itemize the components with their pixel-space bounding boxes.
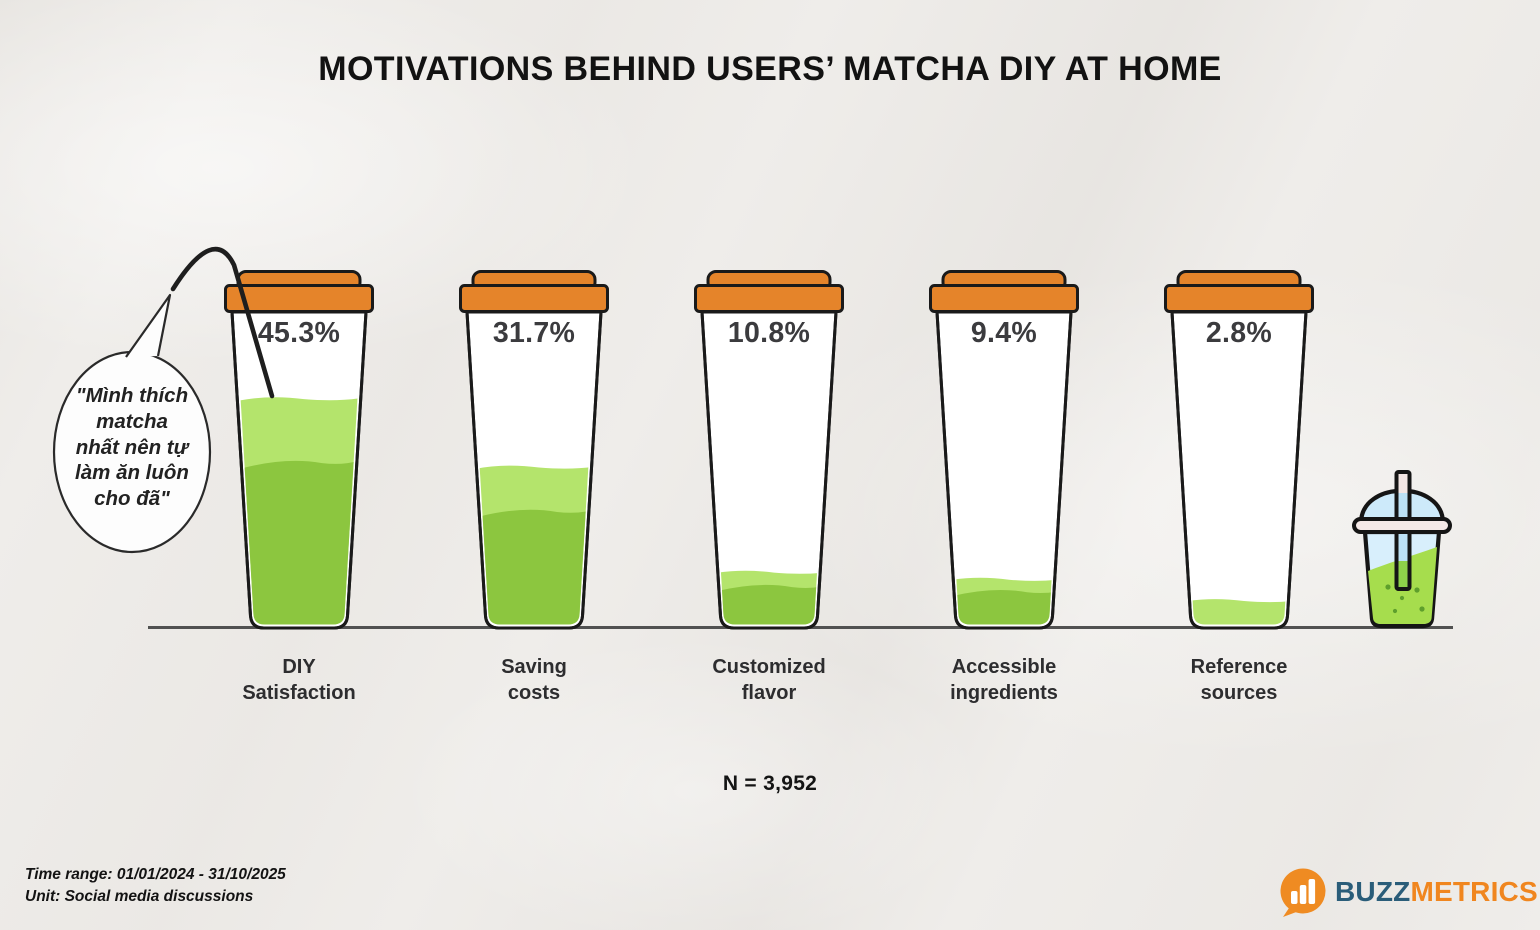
- footer-notes: Time range: 01/01/2024 - 31/10/2025 Unit…: [25, 864, 286, 909]
- cup-saving-costs: 31.7%: [459, 270, 609, 630]
- value-label: 2.8%: [1205, 317, 1273, 349]
- time-range-note: Time range: 01/01/2024 - 31/10/2025: [25, 866, 286, 883]
- value-label: 10.8%: [727, 317, 811, 349]
- sample-size-label: N = 3,952: [722, 772, 818, 795]
- logo-buzz: BUZZ: [1335, 876, 1411, 907]
- matcha-cup-illustration: [929, 270, 1079, 630]
- page-title: MOTIVATIONS BEHIND USERS’ MATCHA DIY AT …: [318, 50, 1222, 88]
- category-label-reference-sources: Reference sources: [1190, 656, 1288, 704]
- cup-customized-flavor: 10.8%: [694, 270, 844, 630]
- category-label-saving-costs: Saving costs: [501, 656, 567, 704]
- value-label: 9.4%: [970, 317, 1038, 349]
- category-label-accessible-ingredients: Accessible ingredients: [950, 656, 1058, 704]
- category-label-diy-satisfaction: DIY Satisfaction: [242, 656, 356, 704]
- matcha-cup-illustration: [224, 270, 374, 630]
- matcha-cup-illustration: [1164, 270, 1314, 630]
- straw-icon: [170, 246, 275, 399]
- bubble-tea-cup-icon: [1352, 470, 1452, 629]
- matcha-cup-illustration: [694, 270, 844, 630]
- quote-text: "Mình thích matcha nhất nên tự làm ăn lu…: [75, 384, 189, 511]
- unit-note: Unit: Social media discussions: [25, 888, 254, 906]
- speech-bubble-tail: [125, 293, 172, 358]
- logo-wordmark: BUZZMETRICS: [1335, 878, 1538, 906]
- cup-diy-satisfaction: 45.3%: [224, 270, 374, 630]
- value-label: 45.3%: [257, 317, 341, 349]
- straw-and-speech-bubble: [52, 246, 275, 554]
- logo-metrics: METRICS: [1410, 876, 1538, 907]
- cup-accessible-ingredients: 9.4%: [929, 270, 1079, 630]
- buzzmetrics-logo: BUZZMETRICS: [1276, 866, 1538, 918]
- matcha-cup-illustration: [459, 270, 609, 630]
- value-label: 31.7%: [492, 317, 576, 349]
- buzzmetrics-bubble-icon: [1280, 868, 1326, 917]
- category-label-customized-flavor: Customized flavor: [712, 656, 826, 704]
- cup-reference-sources: 2.8%: [1164, 270, 1314, 630]
